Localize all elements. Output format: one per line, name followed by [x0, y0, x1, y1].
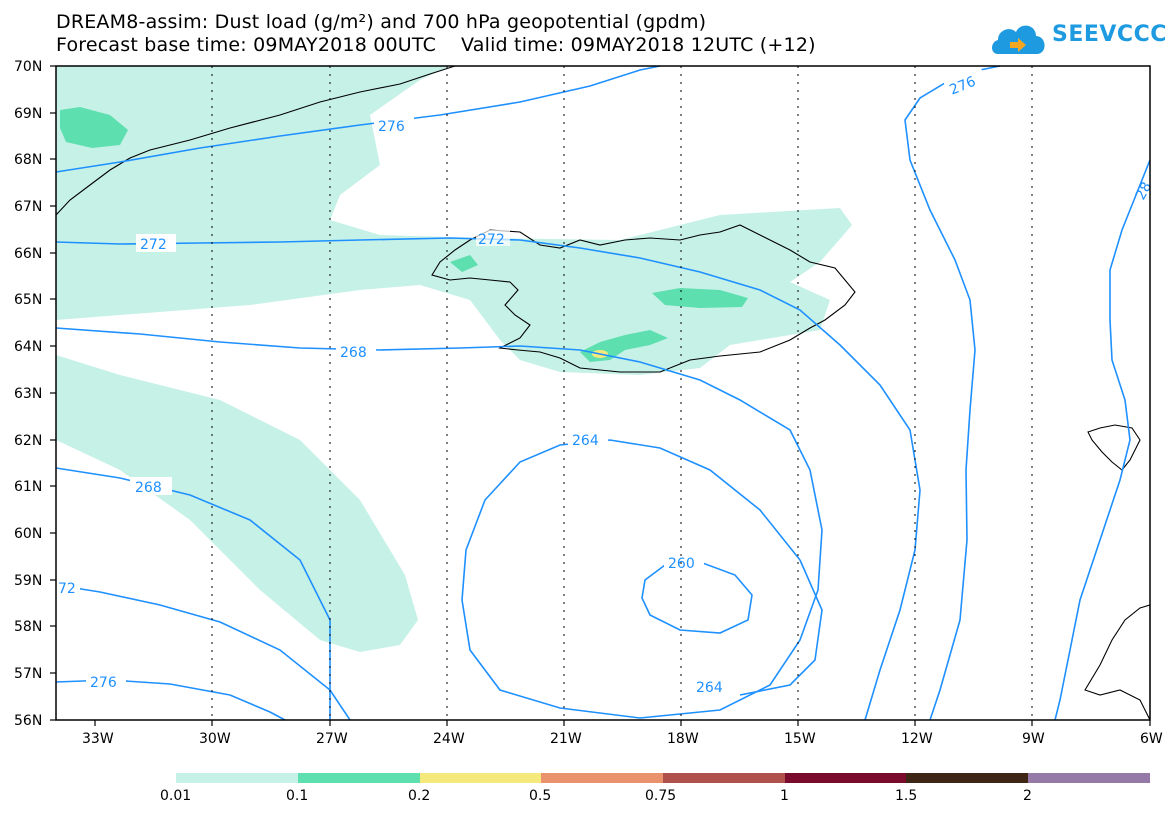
contour-label: 272	[478, 232, 505, 248]
contour-272	[55, 237, 921, 721]
contour-268-top	[55, 327, 823, 719]
lat-label: 58N	[14, 619, 42, 635]
contour-label: 276	[378, 119, 405, 135]
legend-tick: 0.75	[645, 788, 676, 804]
lon-label: 15W	[784, 731, 816, 747]
lat-label: 66N	[14, 246, 42, 262]
lat-label: 68N	[14, 152, 42, 168]
logo-text: SEEVCCC	[1052, 22, 1167, 47]
map-title: DREAM8-assim: Dust load (g/m²) and 700 h…	[56, 11, 707, 33]
legend-tick: 0.1	[286, 788, 308, 804]
lat-label: 69N	[14, 106, 42, 122]
contour-labels: 276 276 28 272 272 268 268 264 264 260 7…	[56, 66, 1155, 696]
lat-label: 56N	[14, 713, 42, 729]
lat-label: 59N	[14, 573, 42, 589]
contour-label: 268	[340, 345, 367, 361]
legend-swatch	[663, 773, 785, 783]
dust-area-southwest	[56, 355, 418, 652]
faroe-coast	[1087, 424, 1141, 471]
lat-label: 61N	[14, 479, 42, 495]
contour-label: 276	[90, 675, 117, 691]
legend-tick: 1	[780, 788, 789, 804]
contour-label: 264	[572, 433, 599, 449]
legend-swatch	[176, 773, 298, 783]
legend-tick: 0.01	[160, 788, 191, 804]
lon-label: 18W	[667, 731, 699, 747]
legend-tick: 0.2	[408, 788, 430, 804]
lon-label: 30W	[199, 731, 231, 747]
lon-label: 27W	[316, 731, 348, 747]
lon-label: 12W	[901, 731, 933, 747]
legend-swatch	[298, 773, 420, 783]
greenland-coast	[55, 65, 456, 216]
cloud-icon	[992, 25, 1045, 54]
dust-mid-greenland	[60, 107, 128, 148]
latitude-labels: 70N 69N 68N 67N 66N 65N 64N 63N 62N 61N …	[14, 59, 42, 729]
lat-label: 65N	[14, 292, 42, 308]
legend-tick: 0.5	[529, 788, 551, 804]
iceland-coast	[431, 224, 856, 373]
lat-label: 70N	[14, 59, 42, 75]
contour-260	[641, 561, 753, 634]
contour-label: 268	[135, 480, 162, 496]
contour-276-east	[904, 65, 1001, 721]
lat-label: 63N	[14, 386, 42, 402]
lat-label: 62N	[14, 433, 42, 449]
lon-label: 9W	[1022, 731, 1045, 747]
tick-marks	[50, 65, 1151, 726]
legend-swatch	[1028, 773, 1150, 783]
scotland-coast	[1084, 604, 1151, 721]
longitude-labels: 33W 30W 27W 24W 21W 18W 15W 12W 9W 6W	[82, 731, 1163, 747]
contour-280-east	[1054, 159, 1151, 721]
color-legend: 0.01 0.1 0.2 0.5 0.75 1 1.5 2	[160, 773, 1150, 804]
dust-shading	[56, 66, 852, 652]
contour-264	[739, 559, 823, 696]
contour-label: 72	[58, 581, 76, 597]
dust-mid-iceland-1	[652, 288, 748, 308]
contour-label: 28	[1133, 179, 1155, 202]
legend-tick: 1.5	[895, 788, 917, 804]
lat-label: 67N	[14, 199, 42, 215]
meridian-grid	[211, 66, 1033, 720]
legend-swatch	[420, 773, 541, 783]
lon-label: 24W	[433, 731, 465, 747]
map-subtitle: Forecast base time: 09MAY2018 00UTC Vali…	[56, 34, 816, 56]
lat-label: 57N	[14, 666, 42, 682]
contour-label: 272	[140, 237, 167, 253]
legend-tick: 2	[1023, 788, 1032, 804]
lon-label: 21W	[550, 731, 582, 747]
lon-label: 33W	[82, 731, 114, 747]
lat-label: 60N	[14, 526, 42, 542]
lat-label: 64N	[14, 339, 42, 355]
dust-area-north	[56, 66, 852, 375]
contour-label: 264	[696, 680, 723, 696]
dust-mid-iceland-west	[450, 255, 478, 272]
legend-swatch	[785, 773, 906, 783]
legend-swatch	[541, 773, 663, 783]
lon-label: 6W	[1140, 731, 1163, 747]
legend-swatch	[906, 773, 1028, 783]
seevccc-logo: SEEVCCC	[988, 18, 1166, 62]
contour-label: 276	[947, 74, 978, 99]
